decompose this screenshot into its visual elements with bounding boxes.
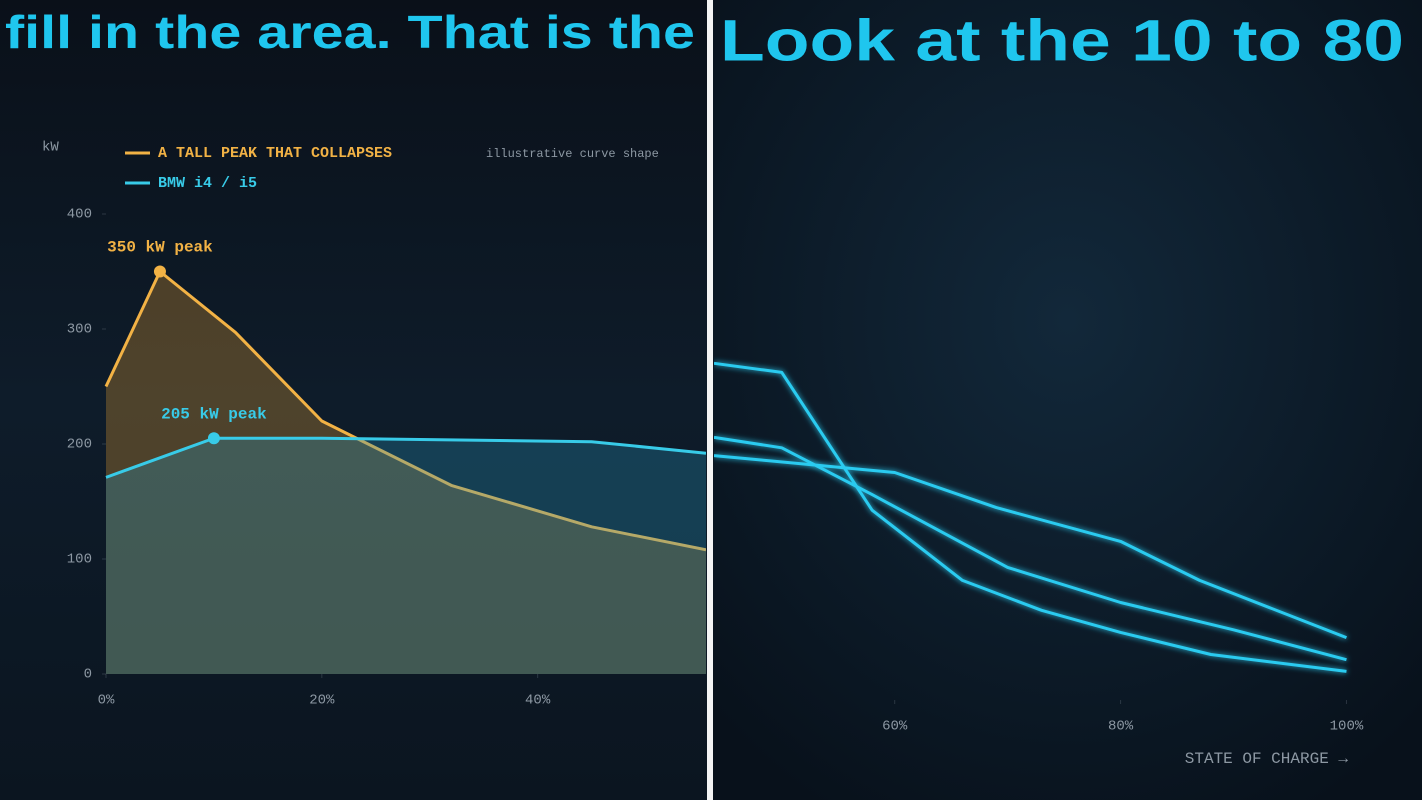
caption: fill in the area. That is the xyxy=(5,6,695,58)
line xyxy=(714,361,1347,673)
y-axis-label: kW xyxy=(42,140,59,156)
x-tick-label: 20% xyxy=(309,693,335,709)
area xyxy=(106,438,706,674)
peak-dot xyxy=(153,265,166,278)
caption: Look at the 10 to 80 xyxy=(720,8,1404,73)
y-tick-label: 400 xyxy=(67,207,92,223)
x-tick-label: 40% xyxy=(525,693,551,709)
line xyxy=(714,435,1347,662)
x-tick-label: 0% xyxy=(98,693,115,709)
legend-label: BMW i4 / i5 xyxy=(158,175,257,192)
x-tick-label: 100% xyxy=(1330,719,1364,735)
line xyxy=(105,436,706,479)
y-tick-label: 0 xyxy=(84,667,92,683)
left-panel xyxy=(0,0,707,800)
line xyxy=(714,454,1348,639)
x-axis-label: STATE OF CHARGE → xyxy=(1185,750,1349,768)
right-panel xyxy=(713,0,1422,800)
y-tick-label: 200 xyxy=(67,437,92,453)
peak-label: 350 kW peak xyxy=(107,239,213,257)
y-tick-label: 100 xyxy=(67,552,92,568)
x-tick-label: 80% xyxy=(1108,719,1134,735)
divider xyxy=(707,0,713,800)
chart: Look at the 10 to 80 STATE OF CHARGE → 60%… xyxy=(714,8,1404,768)
peak-label: 205 kW peak xyxy=(161,405,267,423)
x-tick-label: 60% xyxy=(882,719,908,735)
y-tick-label: 300 xyxy=(67,322,92,338)
area xyxy=(106,271,706,674)
chart: fill in the area. That is the kW 0 100 200 30… xyxy=(5,6,706,709)
peak-dot xyxy=(207,432,220,445)
legend-label: A TALL PEAK THAT COLLAPSES xyxy=(158,145,392,162)
legend-note: illustrative curve shape xyxy=(486,147,659,161)
